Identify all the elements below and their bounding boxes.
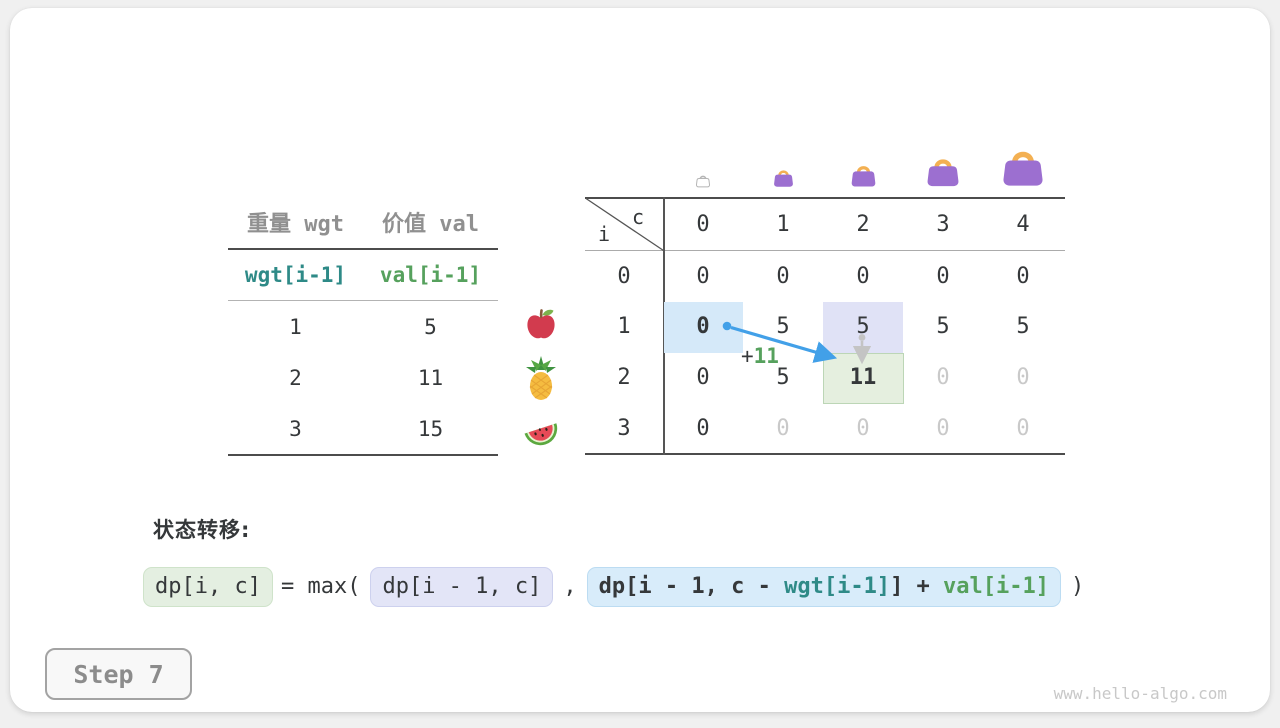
col-header: 3: [936, 212, 950, 237]
dp-cell-future: 0: [856, 415, 870, 441]
dp-cell-future: 0: [776, 415, 790, 441]
wgt-index-label: wgt[i-1]: [244, 263, 347, 287]
divider: [228, 300, 498, 301]
apple-icon: [522, 304, 560, 342]
items-header-weight: 重量 wgt: [247, 212, 344, 237]
items-table-header-row: 重量 wgt 价值 val: [228, 196, 498, 248]
site-url: www.hello-algo.com: [1053, 684, 1227, 703]
row-header: 0: [617, 263, 631, 289]
bag-icon: [743, 131, 823, 188]
item-value: 5: [424, 314, 437, 339]
dp-row-headers: 0 1 2 3: [585, 251, 663, 453]
plus-sign: +: [741, 344, 754, 368]
dp-cell: 0: [936, 263, 950, 289]
dp-cell: 0: [1016, 263, 1030, 289]
col-header: 1: [776, 212, 790, 237]
items-table-index-row: wgt[i-1] val[i-1]: [228, 250, 498, 300]
dp-cell-source: 0: [696, 314, 710, 340]
dp-cell-future: 0: [936, 415, 950, 441]
bag-icon: [903, 131, 983, 188]
bag-icon: [983, 131, 1063, 188]
bag-outline-icon: [663, 131, 743, 188]
formula-arg2-wgt: wgt[i-1]: [784, 574, 891, 599]
formula-lhs: dp[i, c]: [143, 567, 273, 607]
pineapple-icon: [522, 356, 560, 402]
dp-cells-grid: 0 0 0 0 0 0 5 5 5 5 0 5 11 0 0 0 0 0 0 0: [663, 251, 1063, 453]
diagram-card: 重量 wgt 价值 val wgt[i-1] val[i-1] 1 5 2 11…: [10, 8, 1270, 712]
val-index-label: val[i-1]: [379, 263, 482, 287]
corner-col-var: c: [632, 205, 645, 229]
dp-cell: 0: [696, 415, 710, 441]
item-weight: 3: [289, 416, 302, 441]
formula-operator: = max(: [280, 574, 361, 600]
items-table-row: 2 11: [228, 352, 498, 403]
items-table-row: 3 15: [228, 403, 498, 454]
formula-arg2-plus: ] +: [890, 574, 944, 599]
row-header: 2: [617, 364, 631, 390]
added-value: 11: [753, 344, 779, 368]
item-weight: 1: [289, 314, 302, 339]
dp-table-bottom-border: [585, 453, 1065, 455]
dp-cell-current: 11: [849, 364, 877, 390]
dp-cell-future: 0: [936, 364, 950, 390]
transition-heading: 状态转移:: [153, 518, 251, 542]
formula-arg1: dp[i - 1, c]: [370, 567, 554, 607]
dp-cell: 0: [856, 263, 870, 289]
dp-cell: 5: [1016, 314, 1030, 340]
add-value-annotation: +11: [741, 344, 779, 368]
divider: [228, 248, 498, 250]
col-header: 0: [696, 212, 710, 237]
dp-table-header-border: [585, 250, 1065, 251]
col-header: 2: [856, 212, 870, 237]
dp-cell: 5: [776, 364, 790, 390]
formula-arg2: dp[i - 1, c - wgt[i-1]] + val[i-1]: [586, 567, 1062, 607]
items-table-row: 1 5: [228, 301, 498, 352]
dp-table-top-border: [585, 197, 1065, 199]
transition-formula: dp[i, c] = max( dp[i - 1, c] , dp[i - 1,…: [143, 567, 1092, 607]
dp-cell: 0: [776, 263, 790, 289]
dp-cell: 0: [696, 364, 710, 390]
formula-separator: ,: [563, 574, 577, 600]
row-header: 3: [617, 415, 631, 441]
dp-col-headers: 0 1 2 3 4: [663, 199, 1063, 250]
dp-cell-future: 0: [1016, 415, 1030, 441]
formula-arg2-val: val[i-1]: [943, 574, 1050, 599]
bag-icon: [823, 131, 903, 188]
item-value: 15: [417, 416, 444, 441]
dp-cell-candidate: 5: [856, 314, 870, 340]
formula-arg2-dp: dp[i - 1, c -: [598, 574, 785, 599]
items-header-value: 价值 val: [382, 212, 479, 237]
capacity-icons-row: [663, 131, 1063, 188]
item-value: 11: [417, 365, 444, 390]
watermelon-icon: [522, 414, 560, 450]
step-badge: Step 7: [45, 648, 192, 700]
dp-cell: 0: [696, 263, 710, 289]
corner-row-var: i: [598, 222, 611, 246]
row-header: 1: [617, 314, 631, 340]
formula-close-paren: ): [1071, 574, 1085, 600]
divider: [228, 454, 498, 456]
item-weight: 2: [289, 365, 302, 390]
items-table: 重量 wgt 价值 val wgt[i-1] val[i-1] 1 5 2 11…: [228, 196, 498, 456]
dp-cell: 5: [936, 314, 950, 340]
col-header: 4: [1016, 212, 1030, 237]
dp-cell-future: 0: [1016, 364, 1030, 390]
